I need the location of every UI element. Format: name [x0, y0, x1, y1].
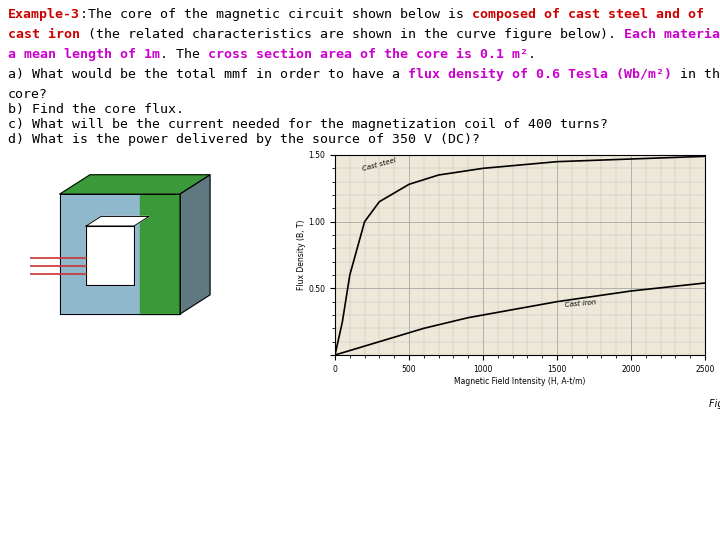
Text: .: .: [528, 48, 536, 61]
Text: Cast iron: Cast iron: [564, 299, 596, 308]
Polygon shape: [86, 217, 149, 226]
Text: core?: core?: [8, 88, 48, 101]
Polygon shape: [86, 226, 134, 285]
Text: composed of cast steel and of: composed of cast steel and of: [472, 8, 704, 21]
Text: 38: 38: [675, 514, 698, 531]
Text: in the: in the: [672, 68, 720, 81]
X-axis label: Magnetic Field Intensity (H, A-t/m): Magnetic Field Intensity (H, A-t/m): [454, 376, 585, 386]
Polygon shape: [60, 194, 180, 314]
Text: a mean length of 1m: a mean length of 1m: [8, 48, 160, 61]
Text: flux density of 0.6 Tesla (Wb/m²): flux density of 0.6 Tesla (Wb/m²): [408, 68, 672, 81]
Text: Each material has: Each material has: [624, 28, 720, 41]
Text: Cast steel: Cast steel: [361, 157, 397, 172]
Polygon shape: [60, 175, 210, 194]
Text: d) What is the power delivered by the source of 350 V (DC)?: d) What is the power delivered by the so…: [8, 133, 480, 146]
Text: Example-3: Example-3: [8, 8, 80, 21]
Text: a) What would be the total mmf in order to have a: a) What would be the total mmf in order …: [8, 68, 408, 81]
Y-axis label: Flux Density (B, T): Flux Density (B, T): [297, 220, 305, 291]
Text: c) What will be the current needed for the magnetization coil of 400 turns?: c) What will be the current needed for t…: [8, 118, 608, 131]
Polygon shape: [180, 175, 210, 314]
Text: Figure 5: Figure 5: [708, 399, 720, 409]
Text: :: :: [80, 8, 88, 21]
Text: cast iron: cast iron: [8, 28, 80, 41]
Polygon shape: [140, 194, 180, 314]
Text: cross section area of the core is 0.1 m²: cross section area of the core is 0.1 m²: [208, 48, 528, 61]
Text: The core of the magnetic circuit shown below is: The core of the magnetic circuit shown b…: [88, 8, 472, 21]
Text: (the related characteristics are shown in the curve figure below).: (the related characteristics are shown i…: [80, 28, 624, 41]
Text: b) Find the core flux.: b) Find the core flux.: [8, 103, 184, 116]
Text: . The: . The: [160, 48, 208, 61]
